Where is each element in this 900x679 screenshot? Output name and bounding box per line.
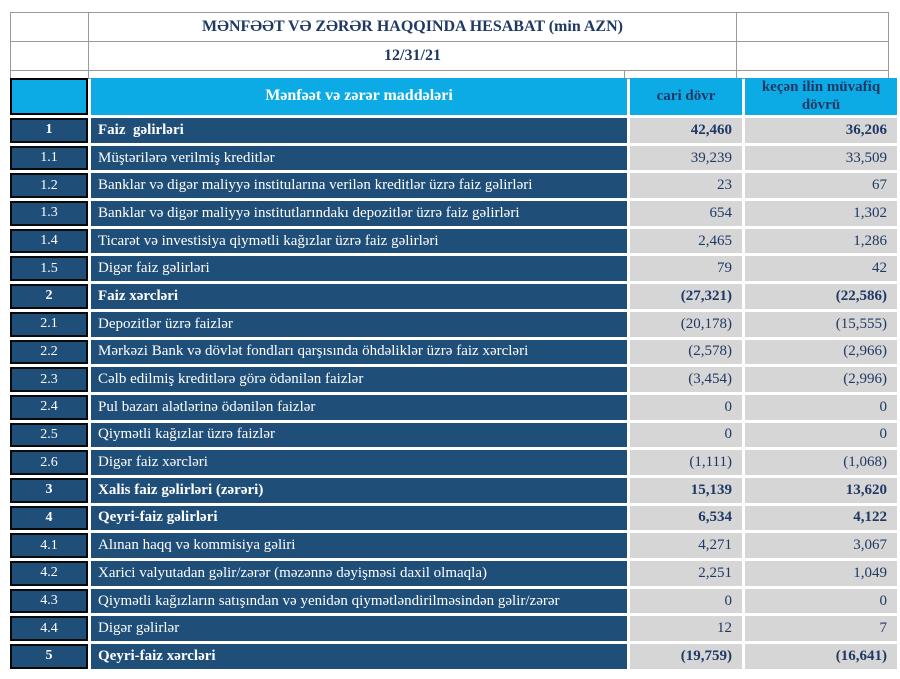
row-number-cell: 1.5	[10, 256, 88, 282]
current-value-cell: 2,251	[630, 561, 742, 586]
row-label-cell: Banklar və digər maliyyə institularına v…	[91, 173, 627, 199]
current-value-cell: 0	[630, 422, 742, 448]
previous-value-cell: 36,206	[745, 118, 897, 143]
report-title: MƏNFƏƏT VƏ ZƏRƏR HAQQINDA HESABAT (min A…	[88, 12, 737, 42]
current-value-cell: (20,178)	[630, 311, 742, 337]
current-value-cell: (2,578)	[630, 339, 742, 365]
previous-value-cell: 0	[745, 422, 897, 448]
report-header-block: MƏNFƏƏT VƏ ZƏRƏR HAQQINDA HESABAT (min A…	[10, 12, 897, 79]
previous-value-cell: 3,067	[745, 533, 897, 558]
row-number-cell: 4.3	[10, 588, 88, 614]
current-value-cell: 23	[630, 173, 742, 199]
row-label-cell: Müştərilərə verilmiş kreditlər	[91, 145, 627, 171]
row-number-cell: 2.2	[10, 339, 88, 365]
row-label-cell: Digər gəlirlər	[91, 616, 627, 642]
row-number-cell: 1.2	[10, 173, 88, 199]
table-body: 1 Faiz gəlirləri 42,460 36,206 1.1 Müştə…	[10, 118, 897, 669]
row-number-cell: 4	[10, 505, 88, 531]
current-value-cell: (19,759)	[630, 644, 742, 669]
empty-cell	[10, 41, 89, 71]
row-label-cell: Faiz xərcləri	[91, 284, 627, 309]
row-label-cell: Faiz gəlirləri	[91, 118, 627, 143]
empty-cell	[736, 12, 889, 42]
report-date: 12/31/21	[88, 41, 737, 71]
current-value-cell: 15,139	[630, 477, 742, 503]
row-number-cell: 2.5	[10, 422, 88, 448]
row-label-cell: Xalis faiz gəlirləri (zərəri)	[91, 477, 627, 503]
row-label-cell: Pul bazarı alətlərinə ödənilən faizlər	[91, 394, 627, 420]
previous-value-cell: (16,641)	[745, 644, 897, 669]
row-label-cell: Qiymətli kağızlar üzrə faizlər	[91, 422, 627, 448]
row-number-cell: 2.6	[10, 450, 88, 475]
empty-cell	[736, 41, 889, 71]
previous-value-cell: (1,068)	[745, 450, 897, 475]
row-label-cell: Banklar və digər maliyyə institutlarında…	[91, 201, 627, 226]
row-label-cell: Cəlb edilmiş kreditlərə görə ödənilən fa…	[91, 367, 627, 392]
current-value-cell: (3,454)	[630, 367, 742, 392]
row-number-cell: 2.3	[10, 367, 88, 392]
row-number-cell: 1.3	[10, 201, 88, 226]
row-number-cell: 2.4	[10, 394, 88, 420]
current-value-cell: 39,239	[630, 145, 742, 171]
row-label-cell: Depozitlər üzrə faizlər	[91, 311, 627, 337]
current-value-cell: 4,271	[630, 533, 742, 558]
previous-period-column-header: keçən ilin müvafiq dövrü	[745, 78, 897, 115]
row-label-cell: Digər faiz gəlirləri	[91, 256, 627, 282]
previous-value-cell: 0	[745, 588, 897, 614]
previous-value-cell: 33,509	[745, 145, 897, 171]
current-value-cell: 2,465	[630, 228, 742, 254]
current-period-column-header: cari dövr	[630, 78, 742, 115]
report-table: MƏNFƏƏT VƏ ZƏRƏR HAQQINDA HESABAT (min A…	[10, 12, 897, 669]
row-number-cell: 4.1	[10, 533, 88, 558]
row-number-cell: 3	[10, 477, 88, 503]
previous-value-cell: (22,586)	[745, 284, 897, 309]
previous-value-cell: 1,049	[745, 561, 897, 586]
column-header-row: Mənfəət və zərər maddələri cari dövr keç…	[10, 78, 897, 115]
current-value-cell: 79	[630, 256, 742, 282]
current-value-cell: (1,111)	[630, 450, 742, 475]
previous-value-cell: (2,996)	[745, 367, 897, 392]
row-label-cell: Qiymətli kağızların satışından və yenidə…	[91, 588, 627, 614]
previous-value-cell: 7	[745, 616, 897, 642]
previous-value-cell: 13,620	[745, 477, 897, 503]
row-number-cell: 1.4	[10, 228, 88, 254]
previous-value-cell: 0	[745, 394, 897, 420]
row-number-cell: 5	[10, 644, 88, 669]
row-label-cell: Ticarət və investisiya qiymətli kağızlar…	[91, 228, 627, 254]
empty-cell	[10, 12, 89, 42]
row-label-cell: Digər faiz xərcləri	[91, 450, 627, 475]
row-label-cell: Qeyri-faiz xərcləri	[91, 644, 627, 669]
row-label-cell: Qeyri-faiz gəlirləri	[91, 505, 627, 531]
previous-value-cell: 67	[745, 173, 897, 199]
previous-value-cell: 4,122	[745, 505, 897, 531]
row-number-cell: 1.1	[10, 145, 88, 171]
row-label-cell: Xarici valyutadan gəlir/zərər (məzənnə d…	[91, 561, 627, 586]
current-value-cell: (27,321)	[630, 284, 742, 309]
items-column-header: Mənfəət və zərər maddələri	[91, 78, 627, 115]
corner-header-cell	[10, 78, 88, 115]
current-value-cell: 0	[630, 588, 742, 614]
current-value-cell: 12	[630, 616, 742, 642]
row-number-cell: 4.2	[10, 561, 88, 586]
row-number-cell: 4.4	[10, 616, 88, 642]
row-number-cell: 2.1	[10, 311, 88, 337]
current-value-cell: 6,534	[630, 505, 742, 531]
previous-value-cell: (2,966)	[745, 339, 897, 365]
row-number-cell: 2	[10, 284, 88, 309]
row-label-cell: Mərkəzi Bank və dövlət fondları qarşısın…	[91, 339, 627, 365]
previous-value-cell: 1,302	[745, 201, 897, 226]
previous-value-cell: (15,555)	[745, 311, 897, 337]
row-label-cell: Alınan haqq və kommisiya gəliri	[91, 533, 627, 558]
current-value-cell: 42,460	[630, 118, 742, 143]
current-value-cell: 0	[630, 394, 742, 420]
row-number-cell: 1	[10, 118, 88, 143]
previous-value-cell: 1,286	[745, 228, 897, 254]
current-value-cell: 654	[630, 201, 742, 226]
previous-value-cell: 42	[745, 256, 897, 282]
